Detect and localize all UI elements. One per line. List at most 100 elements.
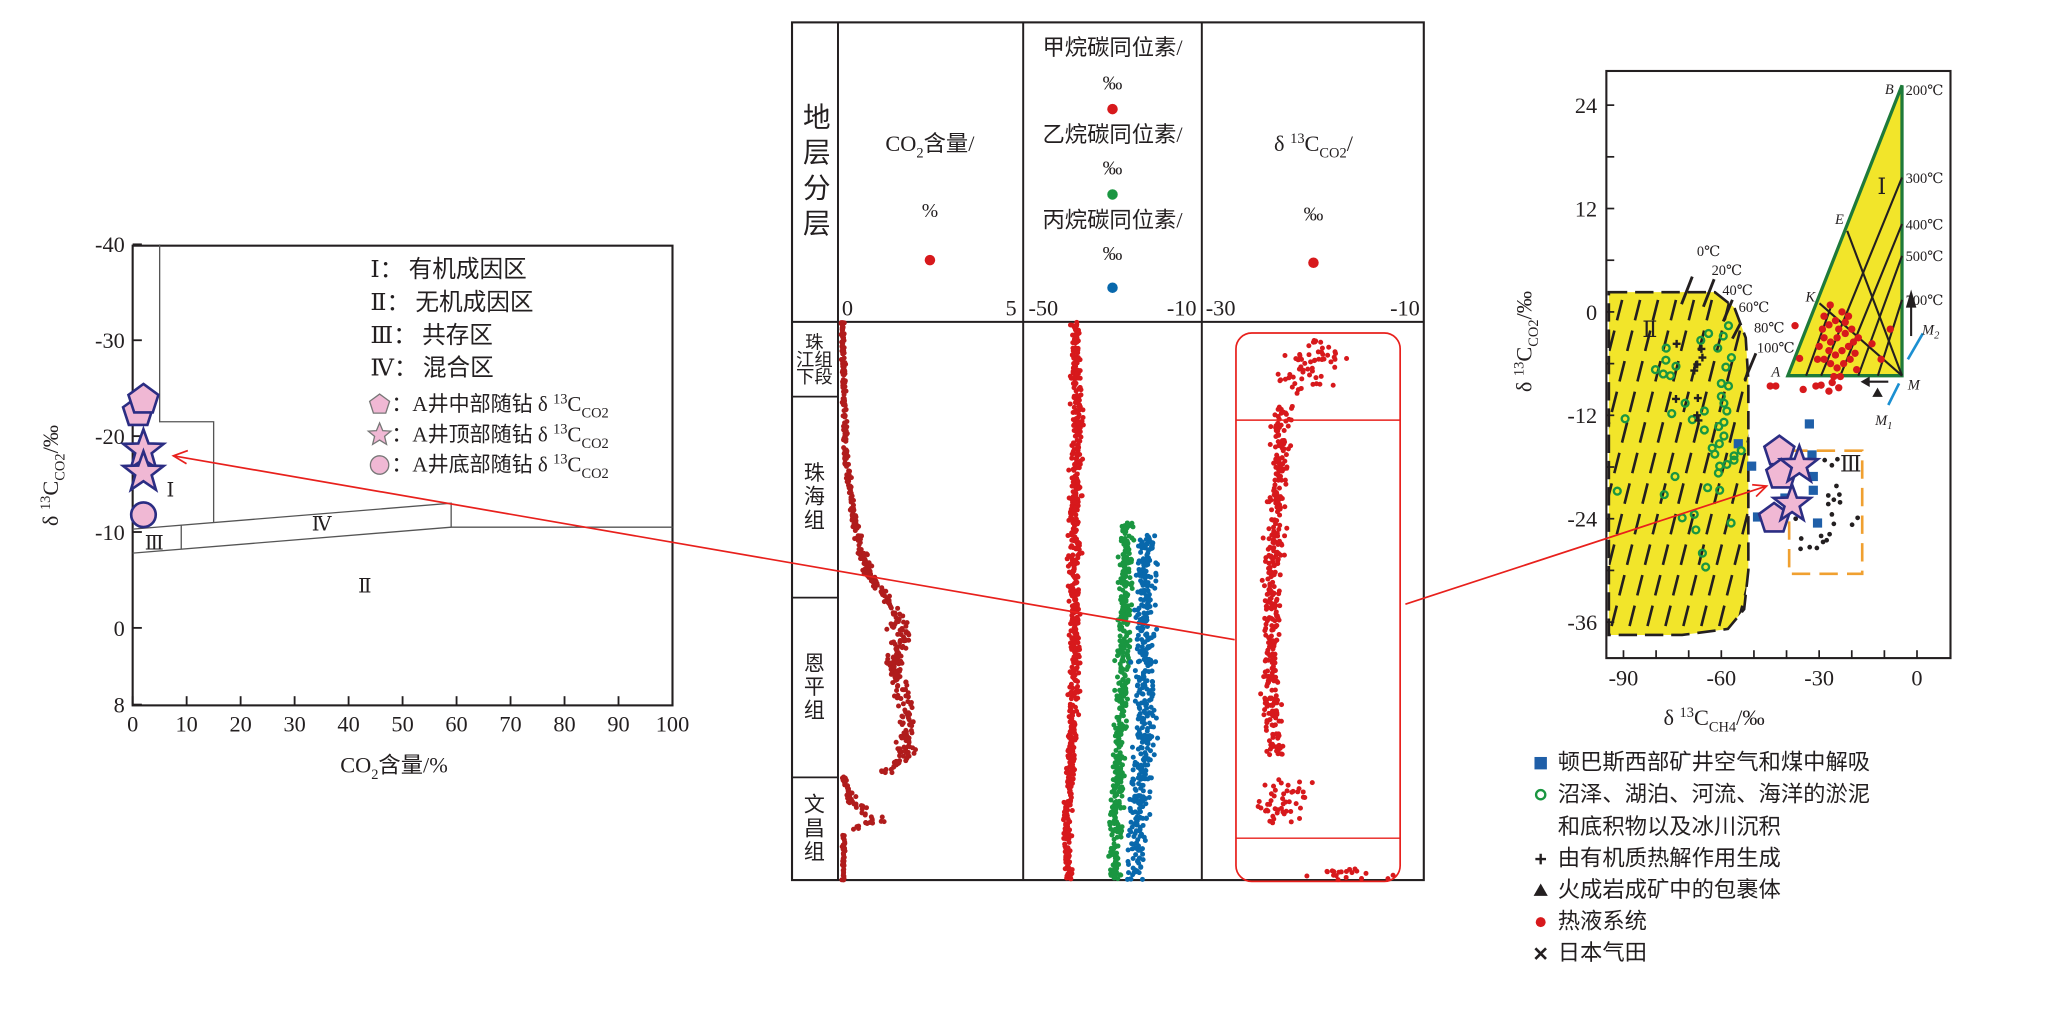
y-tick-label: -12 (1567, 403, 1597, 428)
log-data-point (1147, 558, 1153, 564)
log-data-point (1149, 668, 1155, 674)
log-data-point (1071, 365, 1077, 371)
log-data-point (894, 688, 900, 694)
log-data-point (1076, 330, 1082, 336)
log-data-point (1269, 623, 1275, 629)
log-data-point (1262, 695, 1268, 701)
log-data-point (891, 763, 897, 769)
plus-marker (1693, 394, 1702, 403)
log-data-point (1133, 614, 1139, 620)
sub: CO2 (581, 406, 608, 422)
log-data-point (1118, 731, 1124, 737)
log-data-point (1075, 553, 1081, 559)
dot-marker (1835, 384, 1843, 392)
log-data-point (1065, 850, 1071, 856)
log-data-point (1071, 574, 1077, 580)
log-data-point (1139, 580, 1145, 586)
log-data-point (1075, 606, 1081, 612)
log-data-point (1264, 650, 1270, 656)
log-data-point (898, 632, 904, 638)
log-data-point (1275, 541, 1281, 547)
log-data-point (1142, 698, 1148, 704)
log-data-point (1272, 655, 1278, 661)
star-marker (119, 447, 168, 493)
triangle-marker (1533, 883, 1548, 896)
log-data-point (1067, 740, 1073, 746)
log-data-point (1120, 573, 1126, 579)
triangle-grid-line (1820, 177, 1903, 377)
log-data-point (900, 753, 906, 759)
log-data-point (1263, 724, 1269, 730)
log-data-point (1266, 526, 1272, 532)
log-data-point (1064, 845, 1070, 851)
log-data-point (1285, 782, 1291, 788)
log-data-point (1121, 561, 1127, 567)
log-data-point (1119, 607, 1125, 612)
log-data-point (1146, 539, 1152, 545)
arrowhead-icon (1752, 483, 1769, 498)
log-data-point (1124, 556, 1130, 562)
log-data-point (1124, 593, 1130, 599)
log-data-point (1066, 818, 1072, 824)
label-main: M (1921, 322, 1935, 338)
log-data-point (1150, 742, 1156, 748)
zone-boundary-line (158, 244, 215, 523)
log-data-point (1125, 630, 1131, 636)
log-data-point (911, 750, 917, 756)
log-data-point (1124, 520, 1130, 526)
log-data-point (1278, 552, 1284, 558)
log-data-point (1147, 603, 1153, 609)
log-data-point (1114, 697, 1120, 703)
plus-marker (1672, 339, 1681, 348)
log-data-point (899, 626, 905, 632)
x-tick-label: 60 (445, 712, 467, 737)
x-marker (1824, 537, 1830, 543)
log-data-point (1272, 477, 1278, 483)
log-data-point (1066, 467, 1072, 473)
log-data-point (864, 552, 870, 558)
log-data-point (1066, 495, 1072, 501)
sep: ： (393, 323, 417, 349)
log-data-point (1118, 646, 1124, 652)
log-data-point (1307, 372, 1313, 378)
log-data-point (1267, 752, 1273, 758)
log-data-point (1147, 688, 1153, 694)
log-data-point (1073, 409, 1079, 415)
log-data-point (1294, 390, 1300, 396)
log-data-point (1354, 868, 1360, 874)
dot-marker (1846, 355, 1854, 363)
square-marker (1534, 756, 1547, 770)
y-tick-label: -36 (1567, 610, 1597, 635)
strata-label: 江组 (796, 350, 833, 370)
log-data-point (840, 832, 846, 838)
log-data-point (853, 794, 859, 800)
log-data-point (1153, 578, 1159, 584)
log-data-point (1136, 543, 1142, 549)
log-data-point (1148, 609, 1154, 615)
log-data-point (1147, 812, 1153, 818)
log-data-point (841, 873, 847, 879)
region-III-box (1787, 449, 1864, 576)
log-data-point (892, 641, 898, 647)
log-data-point (1075, 620, 1081, 626)
log-data-point (1140, 559, 1146, 565)
log-data-point (841, 847, 847, 853)
temperature-label: 100℃ (1757, 341, 1795, 357)
log-data-point (1270, 627, 1276, 633)
plus-marker (1535, 853, 1547, 865)
log-data-point (1142, 683, 1148, 689)
sep: ： (394, 356, 418, 382)
main: CO (340, 752, 371, 777)
ring-marker (1680, 398, 1690, 408)
log-data-point (859, 806, 865, 812)
log-data-point (1292, 381, 1298, 387)
log-data-point (1140, 691, 1146, 697)
region-label: Ⅰ (1877, 174, 1886, 199)
log-data-point (1266, 560, 1272, 566)
dot-marker (1839, 359, 1848, 368)
log-data-point (1265, 681, 1271, 687)
sep: ： (380, 257, 404, 283)
y-tick-label: -24 (1567, 507, 1597, 532)
co2-unit: % (922, 200, 938, 222)
